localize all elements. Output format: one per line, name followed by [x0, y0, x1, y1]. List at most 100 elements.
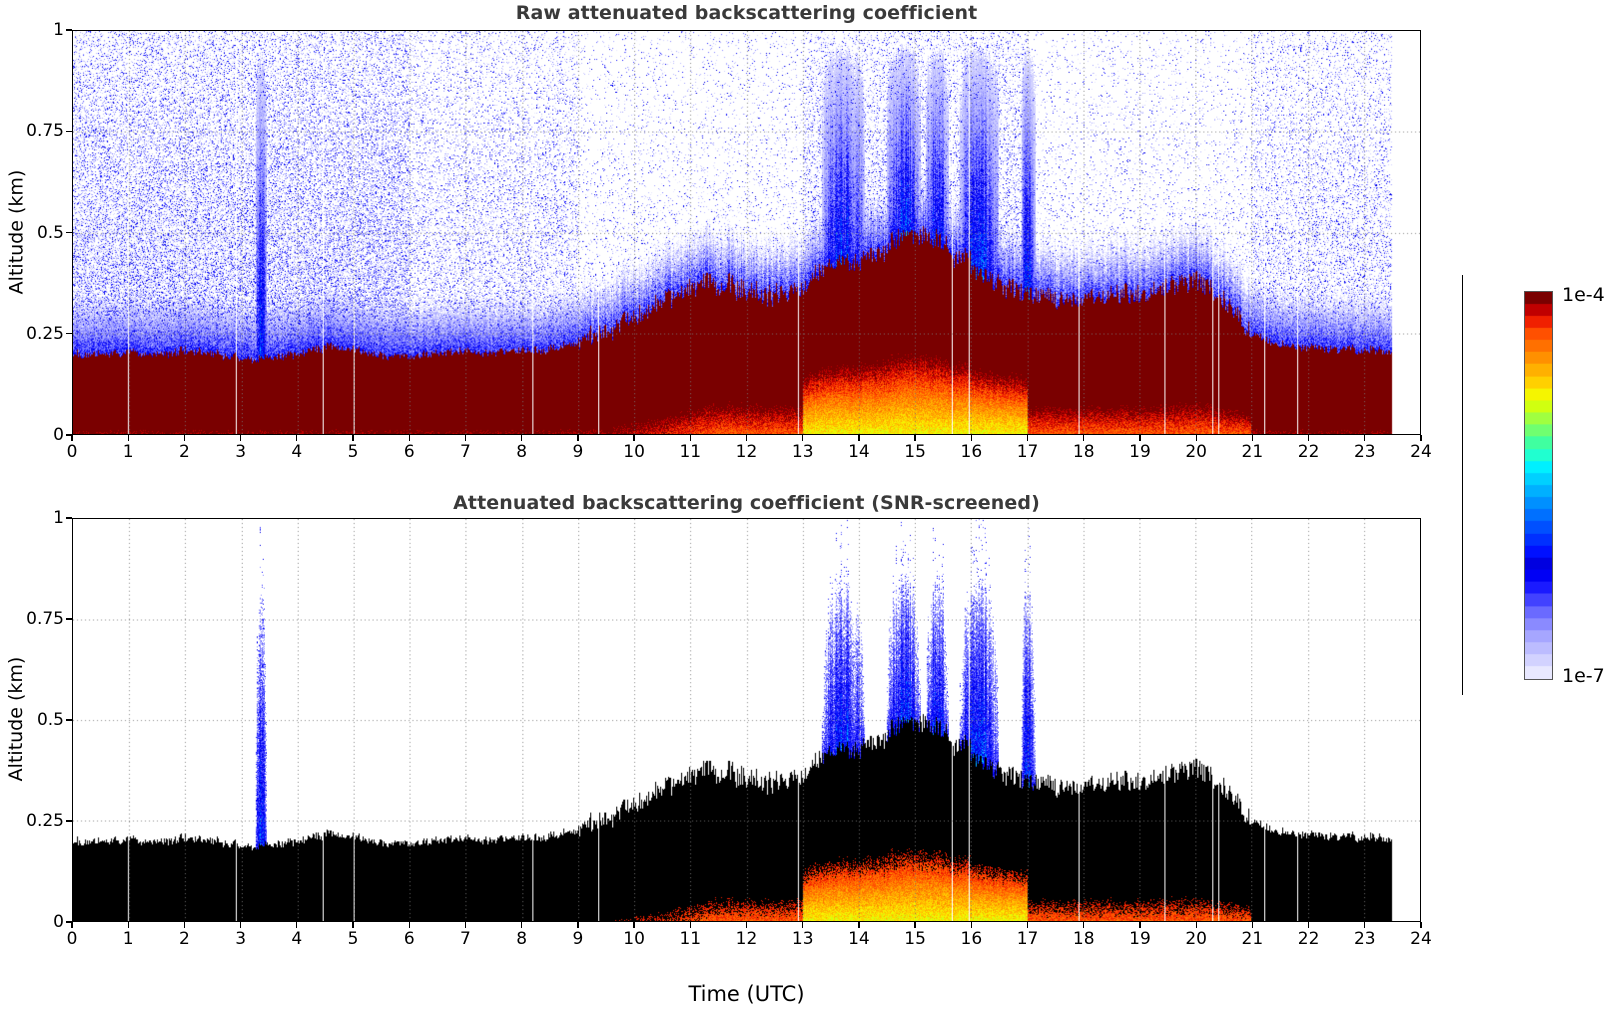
x-tick-mark — [970, 922, 972, 928]
x-tick-label: 14 — [848, 929, 870, 949]
x-tick-mark — [71, 435, 73, 441]
x-tick-label: 18 — [1072, 929, 1095, 949]
x-tick-label: 19 — [1129, 929, 1151, 949]
x-tick-label: 23 — [1353, 929, 1376, 949]
x-tick-label: 14 — [848, 442, 870, 462]
y-tick-label: 0.75 — [26, 121, 64, 142]
x-tick-label: 16 — [960, 442, 983, 462]
x-tick-mark — [408, 922, 410, 928]
x-tick-mark — [577, 922, 579, 928]
x-tick-mark — [408, 435, 410, 441]
x-tick-label: 0 — [66, 929, 78, 949]
x-tick-mark — [1139, 435, 1141, 441]
x-tick-mark — [1139, 922, 1141, 928]
x-tick-mark — [464, 922, 467, 928]
x-tick-label: 0 — [66, 442, 78, 462]
y-tick-mark — [66, 820, 72, 822]
x-tick-label: 13 — [791, 929, 814, 949]
x-tick-label: 8 — [516, 442, 528, 462]
x-tick-label: 20 — [1185, 929, 1207, 949]
colorbar-max-label: 1e-4 — [1562, 284, 1605, 306]
x-tick-label: 13 — [791, 442, 814, 462]
x-tick-mark — [127, 435, 129, 441]
x-tick-label: 22 — [1297, 442, 1320, 462]
x-tick-mark — [1307, 922, 1310, 928]
y-tick-mark — [66, 719, 72, 721]
x-tick-label: 12 — [735, 929, 758, 949]
x-tick-label: 20 — [1185, 442, 1207, 462]
y-tick-mark — [66, 921, 72, 923]
x-tick-label: 4 — [291, 929, 303, 949]
x-tick-label: 21 — [1241, 929, 1264, 949]
x-tick-mark — [577, 435, 579, 441]
panel-title-screened: Attenuated backscattering coefficient (S… — [453, 492, 1040, 514]
x-tick-label: 24 — [1410, 929, 1432, 949]
panel-title-raw: Raw attenuated backscattering coefficien… — [515, 2, 978, 24]
x-axis-label-time: Time (UTC) — [688, 982, 805, 1006]
x-tick-label: 5 — [347, 929, 359, 949]
x-tick-mark — [296, 435, 298, 441]
x-tick-label: 1 — [122, 442, 134, 462]
x-tick-label: 19 — [1129, 442, 1151, 462]
x-tick-label: 10 — [623, 442, 645, 462]
x-tick-mark — [970, 435, 972, 441]
colorbar-axis-spine — [1462, 275, 1464, 695]
colorbar-gradient — [1524, 291, 1553, 680]
x-tick-mark — [1026, 435, 1029, 441]
x-tick-mark — [1420, 435, 1422, 441]
x-tick-label: 1 — [122, 929, 134, 949]
y-tick-mark — [66, 29, 72, 31]
x-tick-label: 6 — [403, 929, 415, 949]
y-tick-label: 0.25 — [26, 811, 64, 831]
x-tick-mark — [521, 922, 523, 928]
x-tick-mark — [1364, 922, 1366, 928]
x-tick-mark — [1420, 922, 1422, 928]
x-tick-label: 21 — [1241, 442, 1264, 462]
y-tick-mark — [66, 333, 72, 335]
x-tick-label: 7 — [460, 929, 471, 949]
y-tick-label: 1 — [53, 20, 64, 40]
x-tick-mark — [352, 922, 354, 928]
x-tick-label: 15 — [904, 442, 926, 462]
x-tick-mark — [633, 922, 635, 928]
y-tick-mark — [66, 434, 72, 436]
x-tick-label: 18 — [1072, 442, 1095, 462]
x-tick-mark — [71, 922, 73, 928]
x-tick-mark — [1195, 435, 1197, 441]
x-tick-mark — [745, 435, 748, 441]
x-tick-mark — [352, 435, 354, 441]
x-tick-label: 6 — [403, 442, 415, 462]
x-tick-label: 24 — [1410, 442, 1432, 462]
x-tick-mark — [858, 922, 860, 928]
x-tick-mark — [914, 922, 916, 928]
x-tick-mark — [1083, 922, 1085, 928]
x-tick-label: 16 — [960, 929, 983, 949]
plot-area-screened[interactable] — [72, 518, 1421, 922]
x-tick-mark — [296, 922, 298, 928]
x-tick-label: 3 — [235, 929, 247, 949]
x-tick-label: 5 — [347, 442, 359, 462]
colorbar-canvas — [1525, 292, 1552, 679]
x-tick-mark — [802, 435, 804, 441]
x-tick-label: 12 — [735, 442, 758, 462]
x-tick-mark — [464, 435, 467, 441]
y-tick-label: 0.25 — [26, 323, 64, 344]
x-tick-label: 11 — [679, 442, 702, 462]
x-tick-mark — [127, 922, 129, 928]
y-tick-mark — [66, 231, 72, 234]
x-tick-mark — [802, 922, 804, 928]
x-tick-mark — [633, 435, 635, 441]
y-tick-label: 0.5 — [36, 222, 64, 243]
x-tick-mark — [745, 922, 748, 928]
x-tick-label: 2 — [178, 442, 190, 462]
x-tick-label: 15 — [904, 929, 926, 949]
x-tick-mark — [183, 922, 186, 928]
x-tick-mark — [239, 435, 242, 441]
x-tick-mark — [1307, 435, 1310, 441]
x-tick-mark — [183, 435, 186, 441]
x-tick-label: 10 — [623, 929, 645, 949]
x-tick-label: 8 — [516, 929, 528, 949]
x-tick-label: 22 — [1297, 929, 1320, 949]
x-tick-mark — [1195, 922, 1197, 928]
colorbar-min-label: 1e-7 — [1562, 665, 1605, 687]
